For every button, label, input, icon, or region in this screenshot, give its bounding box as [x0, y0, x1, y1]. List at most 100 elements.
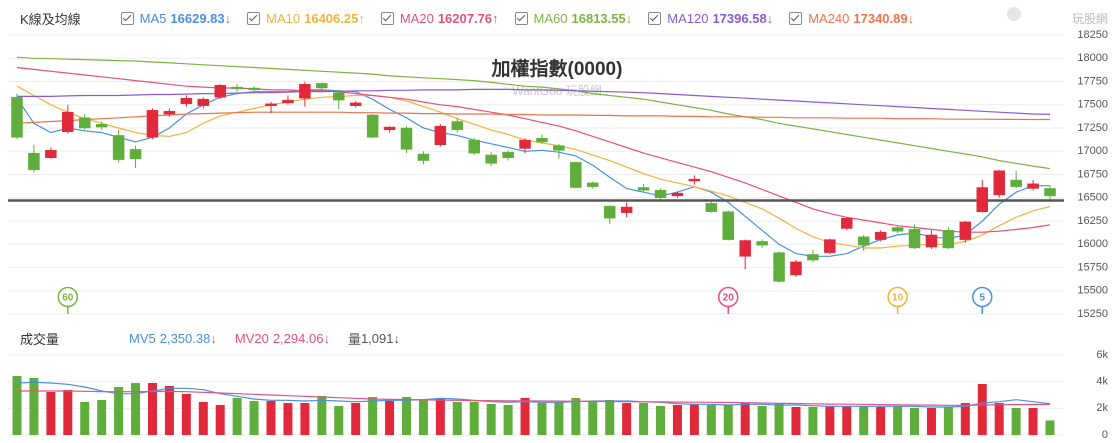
candle-body — [807, 254, 819, 261]
logo: 玩股網 — [1072, 12, 1108, 26]
y-tick-label: 6k — [1096, 349, 1108, 361]
legend-item[interactable]: MA20 16207.76 ↑ — [380, 11, 499, 26]
volume-bar — [300, 403, 310, 435]
volume-bar — [859, 406, 869, 435]
ma-line — [16, 56, 1051, 170]
grid-layer — [8, 34, 1064, 436]
marker-label: 10 — [892, 293, 904, 304]
legend-value: 17396.58 — [712, 11, 767, 26]
legend-value: 16629.83 — [170, 11, 225, 26]
volume-bar — [605, 400, 615, 435]
y-tick-label: 16000 — [1077, 238, 1108, 250]
mv-line — [16, 381, 1051, 408]
volume-bar — [469, 402, 479, 435]
legend-name: MA60 — [533, 11, 568, 26]
candle-body — [214, 84, 226, 98]
volume-bar — [46, 392, 56, 435]
volume-bar — [588, 401, 598, 435]
candle-body — [400, 127, 413, 150]
y-tick-label: 16750 — [1077, 168, 1108, 180]
candle-body — [976, 187, 989, 212]
legend-arrow: ↑ — [492, 11, 499, 26]
legend-arrow: ↓ — [224, 11, 232, 26]
volume-bar — [639, 403, 649, 435]
candle-body — [316, 83, 328, 89]
volume-bar — [368, 397, 378, 435]
candle-body — [959, 221, 972, 240]
volume-bar — [757, 406, 767, 435]
legend-checkbox[interactable] — [247, 12, 261, 25]
volume-bar — [723, 405, 733, 435]
volume-bar — [164, 386, 174, 435]
legend-name: MA5 — [139, 11, 167, 26]
volume-bar — [622, 403, 632, 435]
legend-checkbox[interactable] — [380, 12, 394, 25]
legend-value: 2,294.06 — [272, 331, 324, 346]
legend-value: 16207.76 — [437, 11, 493, 26]
legend-checkbox[interactable] — [789, 12, 803, 25]
legend-arrow: ↓ — [323, 331, 330, 346]
volume-bar — [334, 406, 344, 435]
volume-bar — [486, 404, 496, 435]
candle-body — [553, 145, 565, 151]
candle-body — [824, 239, 836, 253]
candle-body — [468, 139, 480, 154]
legend-checkbox[interactable] — [514, 12, 528, 25]
candle-body — [841, 217, 853, 229]
candle-body — [502, 151, 514, 159]
volume-bar — [147, 383, 157, 435]
volume-bar — [29, 378, 39, 435]
y-tick-label: 4k — [1096, 376, 1108, 388]
volume-bar — [503, 405, 513, 435]
ma-line — [16, 111, 1050, 124]
legend-arrow: ↓ — [625, 11, 633, 26]
volume-bar — [791, 407, 801, 435]
marker-label: 5 — [979, 293, 985, 304]
legend-checkbox[interactable] — [648, 12, 662, 25]
legend-item[interactable]: MA60 16813.55 ↓ — [514, 11, 633, 26]
price-legend: K線及均線 MA5 16629.83 ↓ MA10 16406.25 ↑ MA20 16207… — [20, 9, 930, 28]
volume-bar — [994, 403, 1004, 435]
candle-body — [908, 229, 921, 249]
candle-body — [722, 211, 734, 240]
volume-bar — [893, 406, 903, 435]
marker — [57, 286, 79, 308]
legend-item[interactable]: MA5 16629.83 ↓ — [120, 11, 232, 26]
candle-body — [45, 150, 57, 159]
candle-body — [299, 84, 311, 99]
candle-body — [451, 121, 464, 131]
candle-body — [587, 182, 599, 187]
legend-item[interactable]: MA10 16406.25 ↑ — [247, 11, 365, 26]
candle-body — [942, 230, 955, 249]
volume-bar — [842, 406, 852, 435]
volume-bar — [926, 408, 936, 435]
marker — [972, 286, 993, 308]
volume-bar — [215, 405, 225, 435]
legend-value: 16813.55 — [571, 11, 626, 26]
candle-body — [485, 154, 497, 164]
volume-bar — [672, 405, 682, 435]
y-tick-label: 17000 — [1077, 145, 1108, 157]
legend-value: 16406.25 — [304, 11, 359, 26]
legend-item[interactable]: MA240 17340.89 ↓ — [789, 11, 914, 26]
legend-item[interactable]: MA120 17396.58 ↓ — [648, 11, 773, 26]
y-tick-label: 15500 — [1077, 285, 1108, 297]
candle-body — [603, 205, 616, 219]
candle-body — [756, 241, 768, 246]
mv-line — [17, 390, 1051, 406]
volume-bar — [131, 383, 141, 435]
volume-bar — [571, 398, 581, 435]
volume-bar — [181, 394, 191, 435]
volume-bar — [198, 402, 208, 435]
y-tick-label: 18000 — [1077, 52, 1108, 64]
volume-bar — [351, 403, 361, 435]
volume-bar — [537, 403, 547, 435]
volume-bar — [12, 376, 22, 435]
legend-checkbox[interactable] — [120, 12, 134, 25]
volume-bar — [283, 403, 293, 435]
candle-body — [197, 98, 210, 106]
volume-bar — [63, 390, 73, 435]
volume-bar — [452, 402, 462, 435]
